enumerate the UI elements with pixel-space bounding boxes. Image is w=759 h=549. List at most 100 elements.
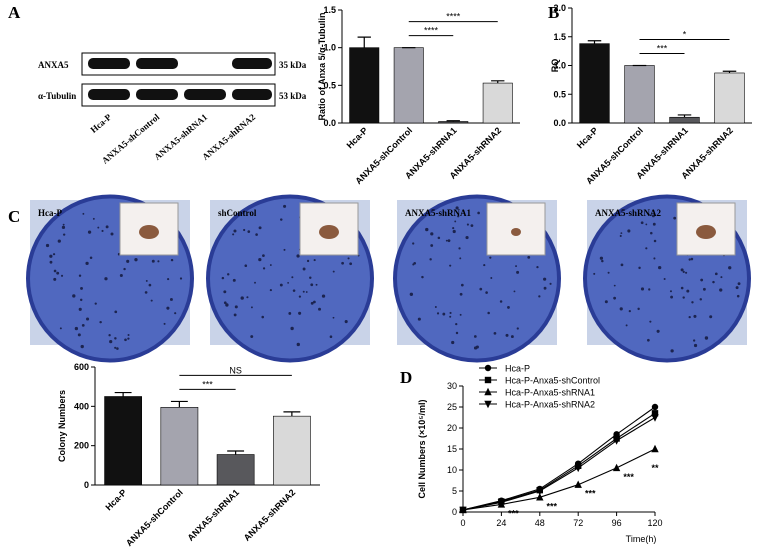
colony-dot xyxy=(719,288,723,292)
colony-dot xyxy=(243,228,246,232)
colony-dot xyxy=(490,277,493,280)
colony-dot xyxy=(104,277,108,281)
colony-label: shControl xyxy=(218,208,257,218)
colony-dot xyxy=(134,257,138,262)
colony-dot xyxy=(53,269,57,273)
colony-dot xyxy=(82,212,85,215)
x-tick-label: Hca-P xyxy=(103,487,128,512)
series-line xyxy=(462,412,656,511)
colony-dot xyxy=(649,320,652,323)
colony-dot xyxy=(258,257,262,262)
colony-dot xyxy=(712,280,715,284)
error-bar xyxy=(491,80,505,84)
colony-dot xyxy=(620,232,623,235)
y-axis-label: Colony Numbers xyxy=(57,390,67,462)
colony-dot xyxy=(434,306,437,308)
colony-dot xyxy=(451,340,455,345)
colony-dot xyxy=(549,282,552,285)
y-tick-label: 15 xyxy=(447,444,457,454)
colony-dot xyxy=(449,264,452,267)
significance-label: *** xyxy=(202,379,213,389)
significance-label: **** xyxy=(446,12,461,22)
colony-dot xyxy=(302,267,306,271)
colony-dot xyxy=(310,283,314,287)
colony-dot xyxy=(459,313,462,316)
colony-dot xyxy=(255,233,258,236)
colony-dot xyxy=(447,239,451,243)
bar xyxy=(104,396,142,486)
colony-dot xyxy=(305,291,308,293)
legend-label: Hca-P-Anxa5-shRNA2 xyxy=(505,400,595,410)
significance-label: *** xyxy=(623,472,634,482)
colony-dot xyxy=(536,265,539,269)
colony-dot xyxy=(283,248,286,251)
colony-dot xyxy=(81,323,85,327)
colony-dot xyxy=(650,231,653,235)
colony-label: Hca-P xyxy=(38,208,62,218)
colony-dot xyxy=(258,226,262,230)
bar xyxy=(482,82,513,124)
colony-dot xyxy=(455,206,459,210)
error-bar xyxy=(357,36,371,48)
colony-dot xyxy=(292,289,296,292)
marker xyxy=(497,499,506,507)
colony-dot xyxy=(409,292,414,296)
legend-label: Hca-P-Anxa5-shControl xyxy=(505,376,600,386)
colony-dot xyxy=(306,259,310,263)
colony-dot xyxy=(516,327,519,330)
colony-dot xyxy=(452,227,455,230)
colony-dot xyxy=(45,243,50,248)
colony-dot xyxy=(412,263,415,266)
bar xyxy=(714,72,745,124)
blot-row-label: α-Tubulin xyxy=(38,91,76,101)
colony-dot xyxy=(613,296,617,300)
colony-dot xyxy=(627,229,631,233)
colony-dot xyxy=(315,283,318,286)
colony-dot xyxy=(49,254,53,258)
colony-dot xyxy=(221,276,225,280)
colony-dot xyxy=(437,236,441,240)
colony-dot xyxy=(648,214,651,216)
colony-dot xyxy=(613,284,616,287)
bar xyxy=(579,43,610,124)
colony-dot xyxy=(704,336,709,340)
x-tick-label: 72 xyxy=(573,518,583,528)
colony-dot xyxy=(72,294,76,298)
colony-dot xyxy=(620,263,624,267)
marker xyxy=(484,376,492,384)
y-tick-label: 0.0 xyxy=(323,118,336,128)
error-bar xyxy=(722,70,737,73)
colony-dot xyxy=(288,312,292,315)
colony-dot xyxy=(61,225,66,230)
colony-inset-dot xyxy=(696,225,716,239)
colony-dot xyxy=(89,256,93,259)
colony-dot xyxy=(269,288,272,292)
colony-dot xyxy=(223,301,227,305)
y-tick-label: 600 xyxy=(74,362,89,372)
colony-dot xyxy=(714,272,718,276)
colony-dot xyxy=(114,337,117,340)
colony-dot xyxy=(261,315,265,319)
series-line xyxy=(462,406,656,511)
colony-dot xyxy=(74,326,79,331)
legend-label: Hca-P xyxy=(505,364,530,374)
colony-dot xyxy=(485,291,488,294)
error-bar xyxy=(227,450,245,455)
y-tick-label: 25 xyxy=(447,402,457,412)
colony-dot xyxy=(507,306,510,309)
bar xyxy=(216,454,255,486)
colony-dot xyxy=(699,298,703,301)
colony-dot xyxy=(127,333,130,336)
colony-dot xyxy=(318,307,322,311)
panel-label: D xyxy=(400,368,412,387)
marker xyxy=(574,464,582,473)
colony-dot xyxy=(458,247,461,250)
significance-label: *** xyxy=(585,489,596,499)
colony-dot xyxy=(101,229,104,233)
x-axis-label: Time(h) xyxy=(626,534,657,544)
colony-label: ANXA5-shRNA2 xyxy=(595,208,662,218)
significance-label: *** xyxy=(547,501,558,511)
panel-label: A xyxy=(8,3,21,22)
bar xyxy=(438,121,469,124)
colony-dot xyxy=(593,272,596,275)
